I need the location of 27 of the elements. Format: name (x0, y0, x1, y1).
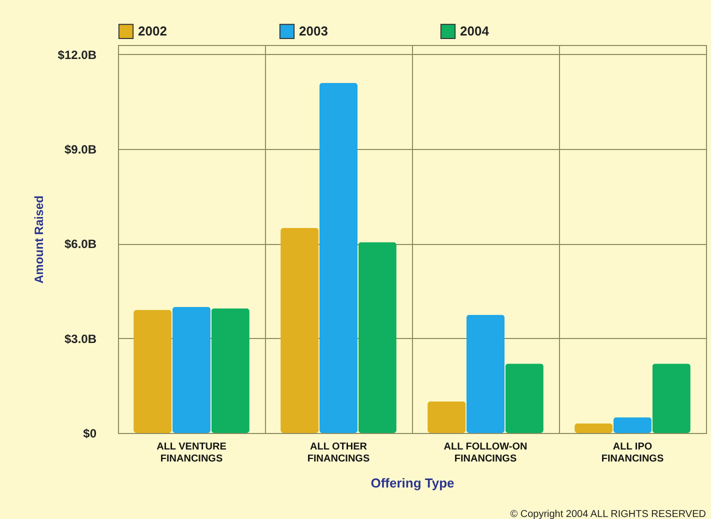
bar (428, 401, 466, 433)
x-tick-label: ALL FOLLOW-ON FINANCINGS (444, 442, 528, 464)
y-tick-label: $3.0B (64, 332, 97, 346)
y-tick-label: $6.0B (64, 237, 97, 252)
bar (652, 364, 690, 433)
legend-label: 2002 (138, 23, 167, 38)
bar (134, 310, 172, 433)
text: © Copyright 2004 ALL RIGHTS RESERVED (510, 509, 706, 519)
y-tick-label: $12.0B (58, 48, 97, 62)
x-tick-label: ALL IPO FINANCINGS (601, 442, 664, 464)
x-tick-label: ALL OTHER FINANCINGS (307, 442, 370, 464)
bar (466, 314, 505, 433)
legend-label: 2004 (460, 23, 490, 38)
y-tick-label: $0 (83, 426, 97, 440)
bar (172, 306, 211, 433)
bar (613, 417, 652, 433)
x-tick-label: ALL VENTURE FINANCINGS (156, 442, 227, 464)
bar (574, 424, 613, 433)
bar (358, 242, 396, 433)
bar (211, 308, 250, 433)
bar (280, 228, 319, 433)
bar (319, 82, 358, 433)
bar (505, 364, 544, 433)
x-axis-title: Offering Type (370, 476, 454, 490)
legend-label: 2003 (299, 23, 328, 38)
y-axis-title: Amount Raised (32, 195, 46, 284)
y-tick-label: $9.0B (64, 142, 97, 157)
